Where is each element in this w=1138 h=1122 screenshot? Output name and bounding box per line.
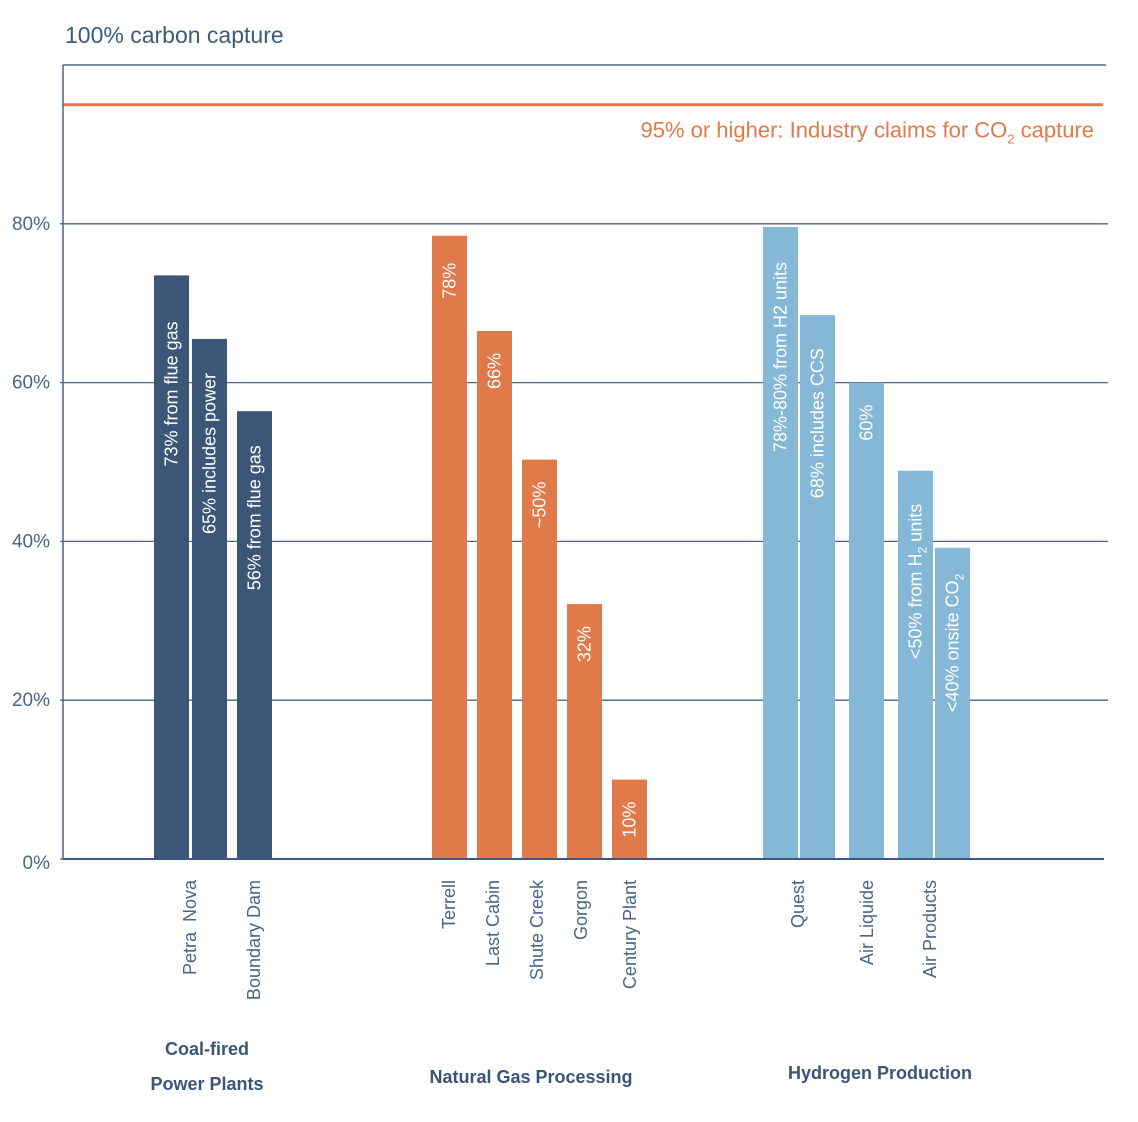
bar-data-label: 56% from flue gas <box>245 445 265 590</box>
bar-data-label: 60% <box>857 405 877 441</box>
bar <box>567 604 602 859</box>
bar <box>154 275 189 859</box>
chart-title: 100% carbon capture <box>65 22 284 48</box>
y-tick-label: 80% <box>12 214 50 235</box>
category-label: Gorgon <box>571 880 591 940</box>
bar-data-label: 78%-80% from H2 units <box>771 262 791 452</box>
y-tick-label: 40% <box>12 531 50 552</box>
bar <box>898 470 933 859</box>
category-label: Last Cabin <box>483 880 503 966</box>
bar-data-label: 68% includes CCS <box>808 348 828 498</box>
bar <box>612 779 647 859</box>
reference-line-group: 95% or higher: Industry claims for CO2 c… <box>63 103 1103 147</box>
bar <box>432 235 467 859</box>
bar <box>237 411 272 859</box>
reference-line-label: 95% or higher: Industry claims for CO2 c… <box>640 118 1094 147</box>
bar-data-label: 65% includes power <box>200 373 220 534</box>
bars: 73% from flue gas 65% includes power 56% f… <box>154 226 970 859</box>
bar-data-label: 10% <box>620 802 640 838</box>
bar-data-label: 73% from flue gas <box>162 321 182 466</box>
y-tick-label: 60% <box>12 373 50 394</box>
bar <box>192 338 227 859</box>
bar-data-label: 78% <box>440 263 460 299</box>
group-label: Hydrogen Production <box>788 1063 972 1083</box>
group-labels: Coal-fired Power Plants Natural Gas Proces… <box>150 1039 972 1094</box>
bar <box>763 226 798 859</box>
category-labels: Petra Nova Boundary Dam Terrell Last Cabin S… <box>180 879 940 1000</box>
bar-data-label: 32% <box>575 626 595 662</box>
category-label: Air Products <box>920 880 940 978</box>
bar-data-label: <40% onsite CO2 <box>943 573 967 712</box>
bar <box>522 459 557 859</box>
group-label: Power Plants <box>150 1074 263 1094</box>
bar-data-label: 66% <box>485 353 505 389</box>
category-label: Petra Nova <box>180 879 200 975</box>
group-label: Natural Gas Processing <box>429 1067 632 1087</box>
group-label: Coal-fired <box>165 1039 249 1059</box>
bar <box>935 547 970 859</box>
bar <box>477 330 512 859</box>
category-label: Shute Creek <box>527 879 547 980</box>
y-tick-label: 0% <box>23 853 51 874</box>
category-label: Terrell <box>439 880 459 929</box>
bar-data-label: ~50% <box>530 482 550 529</box>
bar <box>800 315 835 859</box>
y-tick-label: 20% <box>12 690 50 711</box>
category-label: Air Liquide <box>857 880 877 965</box>
category-label: Quest <box>788 880 808 928</box>
axes: 0% 20% 40% 60% 80% <box>12 65 1104 874</box>
bar-data-label: <50% from H2 units <box>906 504 930 659</box>
category-label: Century Plant <box>620 880 640 989</box>
bar <box>849 382 884 859</box>
category-label: Boundary Dam <box>244 880 264 1000</box>
